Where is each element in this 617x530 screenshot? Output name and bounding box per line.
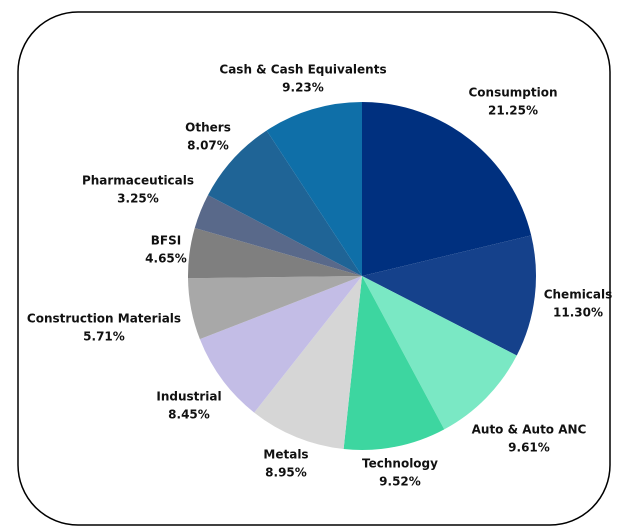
slice-label: Industrial xyxy=(156,390,221,404)
slice-label: Metals xyxy=(263,448,308,462)
slice-label: BFSI xyxy=(151,234,181,248)
slice-label: Consumption xyxy=(468,86,557,100)
pie-slice xyxy=(187,228,362,279)
slice-value: 9.23% xyxy=(282,81,324,95)
slice-label: Technology xyxy=(362,457,438,471)
slice-value: 11.30% xyxy=(553,306,603,320)
slice-label: Others xyxy=(185,121,231,135)
slice-value: 8.45% xyxy=(168,408,210,422)
slice-label: Auto & Auto ANC xyxy=(472,423,587,437)
slice-value: 9.61% xyxy=(508,441,550,455)
slice-label: Pharmaceuticals xyxy=(82,174,194,188)
pie-slice xyxy=(266,102,362,276)
pie-slice xyxy=(199,276,362,413)
slice-value: 21.25% xyxy=(488,104,538,118)
slice-value: 4.65% xyxy=(145,252,187,266)
slice-value: 8.07% xyxy=(187,139,229,153)
slice-value: 3.25% xyxy=(117,192,159,206)
slice-label: Cash & Cash Equivalents xyxy=(219,63,386,77)
slice-value: 9.52% xyxy=(379,475,421,489)
pie-slice xyxy=(362,276,517,430)
slice-value: 8.95% xyxy=(265,466,307,480)
frame xyxy=(17,11,611,526)
pie-slice xyxy=(362,235,536,356)
slice-label: Chemicals xyxy=(544,288,613,302)
slice-value: 5.71% xyxy=(83,330,125,344)
pie-slice xyxy=(188,276,362,340)
pie-slice xyxy=(207,130,362,276)
slice-label: Construction Materials xyxy=(27,312,181,326)
pie-slice xyxy=(194,195,362,276)
pie-slice xyxy=(362,102,532,276)
pie-slice xyxy=(343,276,445,450)
pie-slice xyxy=(254,276,362,450)
